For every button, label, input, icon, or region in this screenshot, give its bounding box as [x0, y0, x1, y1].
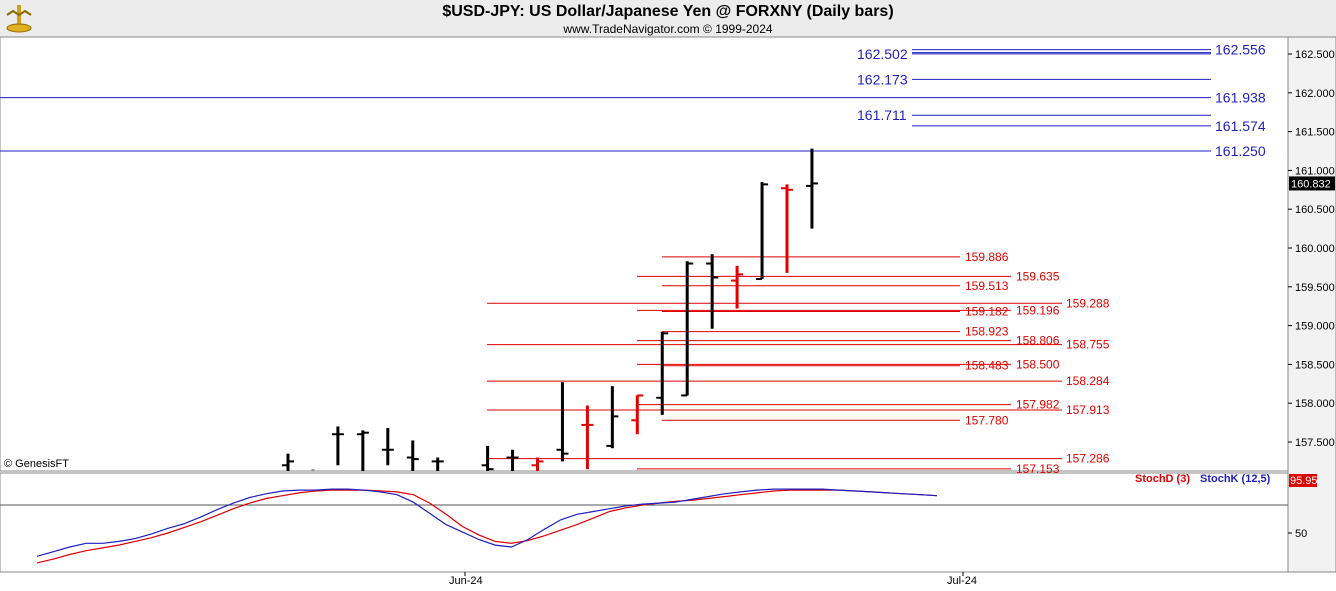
level-label: 158.806: [1016, 334, 1060, 348]
level-label: 158.483: [965, 359, 1009, 373]
y-tick-label: 157.500: [1295, 437, 1335, 449]
y-tick-label: 159.500: [1295, 282, 1335, 294]
ohlc-bar: [431, 457, 444, 471]
last-price-label: 160.832: [1291, 178, 1331, 190]
chart-subtitle: www.TradeNavigator.com © 1999-2024: [563, 22, 773, 36]
genesis-watermark: © GenesisFT: [4, 458, 69, 470]
level-label: 159.635: [1016, 269, 1060, 283]
ohlc-bar: [656, 331, 669, 415]
level-label: 158.284: [1066, 374, 1110, 388]
level-label: 157.780: [965, 413, 1009, 427]
ohlc-bar: [805, 148, 818, 229]
ohlc-bar: [381, 428, 394, 466]
ohlc-bar: [406, 440, 419, 471]
ohlc-bar: [631, 394, 644, 435]
level-label: 161.938: [1215, 90, 1266, 106]
y-tick-label: 159.000: [1295, 321, 1335, 333]
chart-title: $USD-JPY: US Dollar/Japanese Yen @ FORXN…: [442, 3, 894, 20]
ohlc-bar: [606, 386, 619, 449]
ohlc-bar: [556, 382, 569, 462]
level-label: 162.173: [857, 71, 908, 87]
x-tick-label: Jun-24: [449, 575, 483, 587]
stoch-series-line: [36, 489, 938, 564]
level-label: 157.153: [1016, 462, 1060, 476]
level-label: 159.886: [965, 250, 1009, 264]
ohlc-bar: [681, 261, 694, 397]
level-label: 161.250: [1215, 143, 1266, 159]
bars-layer: [282, 148, 818, 471]
ohlc-bar: [282, 453, 294, 471]
axis-layer: 162.500 162.000 161.500 161.000 160.500 160.0…: [449, 49, 1335, 587]
y-tick-label: 160.500: [1295, 204, 1335, 216]
level-label: 161.711: [857, 107, 907, 123]
levels-layer: 162.556 162.502 162.173 161.938 161.711 161.5…: [0, 42, 1266, 476]
level-label: 159.288: [1066, 296, 1110, 310]
y-tick-label: 161.500: [1295, 127, 1335, 139]
x-tick-label: Jul-24: [947, 575, 977, 587]
level-label: 158.500: [1016, 357, 1060, 371]
ohlc-bar: [756, 182, 769, 281]
ohlc-bar: [706, 254, 719, 329]
level-label: 162.502: [857, 46, 908, 62]
level-label: 158.923: [965, 325, 1009, 339]
y-tick-label: 162.500: [1295, 49, 1335, 61]
ohlc-bar: [506, 449, 519, 471]
stoch-last-label: 95.95: [1290, 475, 1318, 487]
level-label: 161.574: [1215, 118, 1266, 134]
level-label: 159.513: [965, 279, 1009, 293]
ohlc-bar: [331, 426, 344, 466]
ohlc-bar: [731, 265, 744, 309]
stoch-plot-area: [0, 472, 1289, 573]
last-price-box: [1289, 176, 1335, 191]
gold-pan-scale-icon: [6, 5, 32, 33]
ohlc-bar: [781, 184, 793, 273]
stoch-last-box: [1289, 474, 1317, 487]
price-panel: [0, 36, 1336, 573]
y-tick-label: 158.000: [1295, 398, 1335, 410]
ohlc-bar: [356, 430, 369, 471]
legend-stochk: StochK (12,5): [1200, 473, 1271, 485]
level-label: 157.286: [1066, 452, 1110, 466]
ohlc-bars: [282, 148, 818, 471]
chart-header: [0, 0, 1336, 37]
ohlc-bar: [531, 457, 544, 471]
price-plot-area: [0, 36, 1289, 472]
y-tick-label: 158.500: [1295, 359, 1335, 371]
y-axis-area: [1287, 36, 1336, 573]
y-tick-label: 160.000: [1295, 243, 1335, 255]
level-label: 157.982: [1016, 398, 1060, 412]
level-label: 157.913: [1066, 403, 1110, 417]
stoch-y-tick-label: 50: [1295, 528, 1307, 540]
ohlc-bar: [481, 445, 494, 471]
ohlc-bar: [581, 405, 594, 470]
y-tick-label: 161.000: [1295, 165, 1335, 177]
level-label: 159.182: [965, 304, 1009, 318]
stoch-series-line: [36, 488, 938, 557]
level-label: 162.556: [1215, 42, 1266, 58]
stochastic-panel: 50 StochD (3) StochK (12,5) 95.95: [0, 473, 1318, 564]
legend-stochd: StochD (3): [1135, 473, 1190, 485]
level-label: 158.755: [1066, 338, 1110, 352]
y-tick-label: 162.000: [1295, 88, 1335, 100]
level-label: 159.196: [1016, 303, 1060, 317]
